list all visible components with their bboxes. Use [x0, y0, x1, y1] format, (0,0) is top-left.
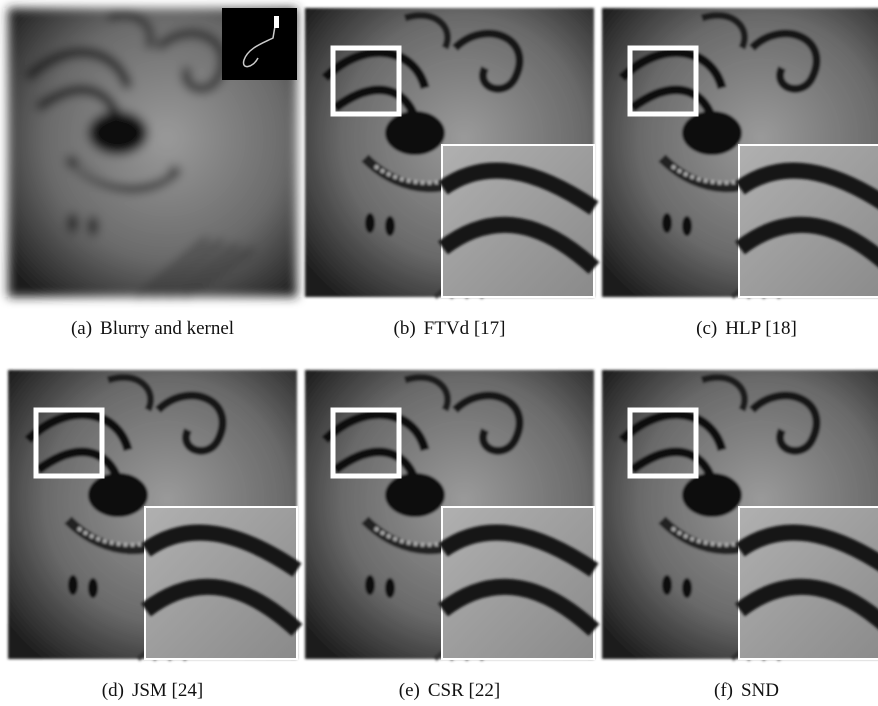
zoom-inset	[145, 507, 297, 659]
panel-image	[305, 8, 594, 297]
caption-label: (d)	[102, 680, 124, 701]
cheek-mark	[662, 213, 672, 233]
caption-text: FTVd [17]	[424, 318, 506, 339]
caption: (b) FTVd [17]	[394, 318, 506, 339]
nose-shadow	[682, 473, 742, 517]
cheek-mark	[682, 578, 692, 598]
nose-shadow	[88, 111, 148, 155]
panel-image	[305, 370, 594, 659]
caption: (f) SND	[714, 680, 779, 701]
zoom-inset	[442, 507, 594, 659]
caption-label: (e)	[399, 680, 420, 701]
caption: (d) JSM [24]	[102, 680, 203, 701]
cheek-mark	[385, 578, 395, 598]
nose-shadow	[385, 473, 445, 517]
zoom-inset	[442, 145, 594, 297]
caption-text: SND	[741, 680, 779, 701]
cheek-mark	[385, 216, 395, 236]
zoom-inset	[739, 507, 878, 659]
panel-image	[8, 370, 297, 659]
caption-label: (a)	[71, 318, 92, 339]
cheek-mark	[68, 213, 78, 233]
panel-image	[602, 8, 878, 297]
figure: (a) Blurry and kernel (b) FTVd [17] (c) HLP […	[0, 0, 878, 706]
caption-label: (b)	[394, 318, 416, 339]
caption: (e) CSR [22]	[399, 680, 500, 701]
nose-shadow	[682, 111, 742, 155]
zoom-inset	[739, 145, 878, 297]
caption-text: HLP [18]	[725, 318, 797, 339]
nose-shadow	[88, 473, 148, 517]
cheek-mark	[68, 575, 78, 595]
nose-shadow	[385, 111, 445, 155]
caption-text: JSM [24]	[132, 680, 203, 701]
caption-label: (c)	[696, 318, 717, 339]
caption: (c) HLP [18]	[696, 318, 797, 339]
caption-label: (f)	[714, 680, 733, 701]
kernel-peak	[274, 16, 279, 28]
panel-image	[8, 8, 297, 297]
cheek-mark	[662, 575, 672, 595]
cheek-mark	[365, 575, 375, 595]
caption-text: CSR [22]	[428, 680, 500, 701]
cheek-mark	[88, 216, 98, 236]
caption-text: Blurry and kernel	[100, 318, 234, 339]
panel-image	[602, 370, 878, 659]
cheek-mark	[365, 213, 375, 233]
cheek-mark	[88, 578, 98, 598]
cheek-mark	[682, 216, 692, 236]
caption: (a) Blurry and kernel	[71, 318, 234, 339]
